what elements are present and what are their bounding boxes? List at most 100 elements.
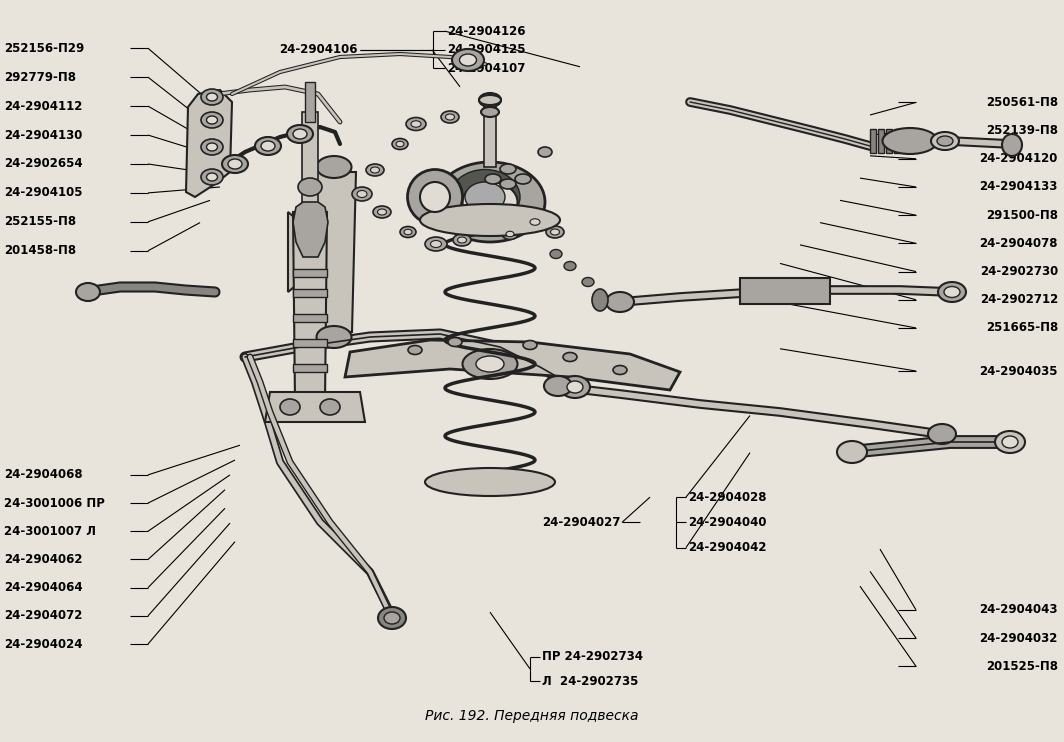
Ellipse shape — [392, 139, 408, 149]
Ellipse shape — [201, 89, 223, 105]
Ellipse shape — [408, 346, 422, 355]
Ellipse shape — [931, 132, 959, 150]
Ellipse shape — [440, 111, 459, 123]
Text: 24-2904133: 24-2904133 — [980, 180, 1058, 194]
Text: 201458-П8: 201458-П8 — [4, 244, 77, 257]
Ellipse shape — [287, 125, 313, 143]
Ellipse shape — [546, 226, 564, 238]
Ellipse shape — [358, 191, 367, 197]
Text: 24-3001006 ПР: 24-3001006 ПР — [4, 496, 105, 510]
Text: 201525-П8: 201525-П8 — [986, 660, 1058, 673]
Ellipse shape — [400, 226, 416, 237]
Ellipse shape — [446, 114, 454, 120]
Ellipse shape — [538, 147, 552, 157]
Bar — [305, 82, 315, 122]
Ellipse shape — [206, 173, 217, 181]
Text: 24-2904072: 24-2904072 — [4, 609, 82, 623]
Ellipse shape — [1002, 134, 1023, 156]
Ellipse shape — [396, 141, 404, 147]
Text: 252156-П29: 252156-П29 — [4, 42, 84, 55]
Text: 24-2904040: 24-2904040 — [688, 516, 766, 529]
Text: ПР 24-2902734: ПР 24-2902734 — [542, 650, 643, 663]
Ellipse shape — [378, 209, 386, 215]
Ellipse shape — [502, 229, 518, 240]
Ellipse shape — [320, 399, 340, 415]
Ellipse shape — [378, 607, 406, 629]
Polygon shape — [293, 212, 327, 402]
Ellipse shape — [448, 338, 462, 347]
Text: 24-2904126: 24-2904126 — [447, 24, 526, 38]
Ellipse shape — [228, 159, 242, 169]
Bar — [293, 314, 327, 322]
Ellipse shape — [431, 240, 442, 248]
Text: 24-2904068: 24-2904068 — [4, 468, 83, 482]
Text: Л  24-2902735: Л 24-2902735 — [542, 674, 638, 688]
Ellipse shape — [460, 54, 477, 66]
Ellipse shape — [550, 249, 562, 258]
Ellipse shape — [411, 121, 421, 127]
Text: 24-2904064: 24-2904064 — [4, 581, 83, 594]
Ellipse shape — [206, 93, 217, 101]
Ellipse shape — [465, 182, 505, 212]
Text: 24-2904125: 24-2904125 — [447, 43, 526, 56]
Ellipse shape — [592, 289, 608, 311]
Ellipse shape — [582, 278, 594, 286]
Bar — [293, 339, 327, 347]
Bar — [886, 129, 892, 153]
Ellipse shape — [530, 219, 541, 226]
Bar — [739, 278, 830, 304]
Text: 24-2904107: 24-2904107 — [447, 62, 526, 75]
Bar — [878, 129, 884, 153]
Ellipse shape — [515, 174, 531, 184]
Ellipse shape — [995, 431, 1025, 453]
Bar — [293, 364, 327, 372]
Ellipse shape — [525, 215, 545, 229]
Text: 252155-П8: 252155-П8 — [4, 215, 77, 229]
Text: 250561-П8: 250561-П8 — [986, 96, 1058, 109]
Ellipse shape — [452, 49, 484, 71]
Ellipse shape — [882, 128, 937, 154]
Polygon shape — [265, 392, 365, 422]
Ellipse shape — [222, 155, 248, 173]
Ellipse shape — [523, 341, 537, 349]
Text: 24-2904120: 24-2904120 — [980, 152, 1058, 165]
Text: 24-2904106: 24-2904106 — [280, 43, 358, 56]
Ellipse shape — [837, 441, 867, 463]
Text: 24-2904028: 24-2904028 — [688, 490, 766, 504]
Ellipse shape — [408, 169, 463, 225]
Bar — [894, 129, 900, 153]
Ellipse shape — [560, 376, 591, 398]
Ellipse shape — [420, 182, 450, 212]
Ellipse shape — [500, 164, 516, 174]
Polygon shape — [293, 202, 328, 257]
Text: 24-2904112: 24-2904112 — [4, 99, 82, 113]
Polygon shape — [288, 212, 312, 292]
Ellipse shape — [463, 349, 517, 379]
Ellipse shape — [606, 292, 634, 312]
Ellipse shape — [425, 237, 447, 251]
Ellipse shape — [567, 381, 583, 393]
Ellipse shape — [479, 93, 501, 107]
Ellipse shape — [298, 178, 322, 196]
Ellipse shape — [261, 141, 275, 151]
Text: 24-2904130: 24-2904130 — [4, 128, 82, 142]
Ellipse shape — [544, 376, 572, 396]
Text: 24-2904035: 24-2904035 — [980, 364, 1058, 378]
Ellipse shape — [564, 261, 576, 271]
Text: 24-2904105: 24-2904105 — [4, 186, 83, 200]
Text: 24-2904032: 24-2904032 — [980, 631, 1058, 645]
Text: 24-2902730: 24-2902730 — [980, 265, 1058, 278]
Bar — [902, 129, 908, 153]
Polygon shape — [186, 90, 232, 197]
Text: 24-2904078: 24-2904078 — [980, 237, 1058, 250]
Ellipse shape — [280, 399, 300, 415]
Text: 252139-П8: 252139-П8 — [986, 124, 1058, 137]
Ellipse shape — [352, 187, 372, 201]
Text: 24-3001007 Л: 24-3001007 Л — [4, 525, 96, 538]
Bar — [484, 107, 496, 167]
Ellipse shape — [206, 116, 217, 124]
Ellipse shape — [201, 169, 223, 185]
Ellipse shape — [944, 286, 960, 298]
Ellipse shape — [255, 137, 281, 155]
Ellipse shape — [1002, 436, 1018, 448]
